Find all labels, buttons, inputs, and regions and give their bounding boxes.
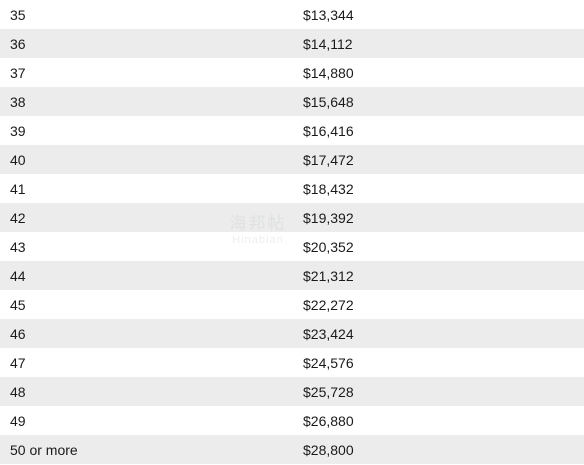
amount-cell: $25,728 [303,383,354,400]
table-row: 38 $15,648 [0,87,584,116]
age-cell: 43 [10,238,26,255]
age-cell: 41 [10,180,26,197]
age-cell: 40 [10,151,26,168]
amount-cell: $14,112 [303,35,353,52]
table-row: 37 $14,880 [0,58,584,87]
table-row: 45 $22,272 [0,290,584,319]
table-row: 43 $20,352 [0,232,584,261]
table-row: 48 $25,728 [0,377,584,406]
age-cell: 47 [10,354,26,371]
amount-cell: $15,648 [303,93,354,110]
amount-cell: $23,424 [303,325,354,342]
amount-cell: $14,880 [303,64,354,81]
table-row: 39 $16,416 [0,116,584,145]
age-cell: 44 [10,267,26,284]
amount-cell: $21,312 [303,267,354,284]
amount-cell: $20,352 [303,238,354,255]
age-cell: 35 [10,6,26,23]
age-cell: 38 [10,93,26,110]
age-cell: 37 [10,64,26,81]
table-row: 42 $19,392 [0,203,584,232]
age-cell: 50 or more [10,441,78,458]
age-cell: 36 [10,35,26,52]
table-row: 36 $14,112 [0,29,584,58]
amount-cell: $24,576 [303,354,354,371]
amount-cell: $13,344 [303,6,354,23]
table-row: 46 $23,424 [0,319,584,348]
table-row: 41 $18,432 [0,174,584,203]
age-cell: 48 [10,383,26,400]
amount-cell: $16,416 [303,122,354,139]
amount-cell: $26,880 [303,412,354,429]
amount-cell: $28,800 [303,441,354,458]
table-row: 40 $17,472 [0,145,584,174]
age-cell: 39 [10,122,26,139]
amount-cell: $17,472 [303,151,354,168]
age-cell: 42 [10,209,26,226]
table-row: 50 or more $28,800 [0,435,584,464]
table-row: 49 $26,880 [0,406,584,435]
table-row: 44 $21,312 [0,261,584,290]
table-row: 35 $13,344 [0,0,584,29]
table-row: 47 $24,576 [0,348,584,377]
age-cell: 46 [10,325,26,342]
amount-cell: $22,272 [303,296,354,313]
amount-cell: $19,392 [303,209,354,226]
age-cell: 49 [10,412,26,429]
age-cell: 45 [10,296,26,313]
amount-cell: $18,432 [303,180,354,197]
